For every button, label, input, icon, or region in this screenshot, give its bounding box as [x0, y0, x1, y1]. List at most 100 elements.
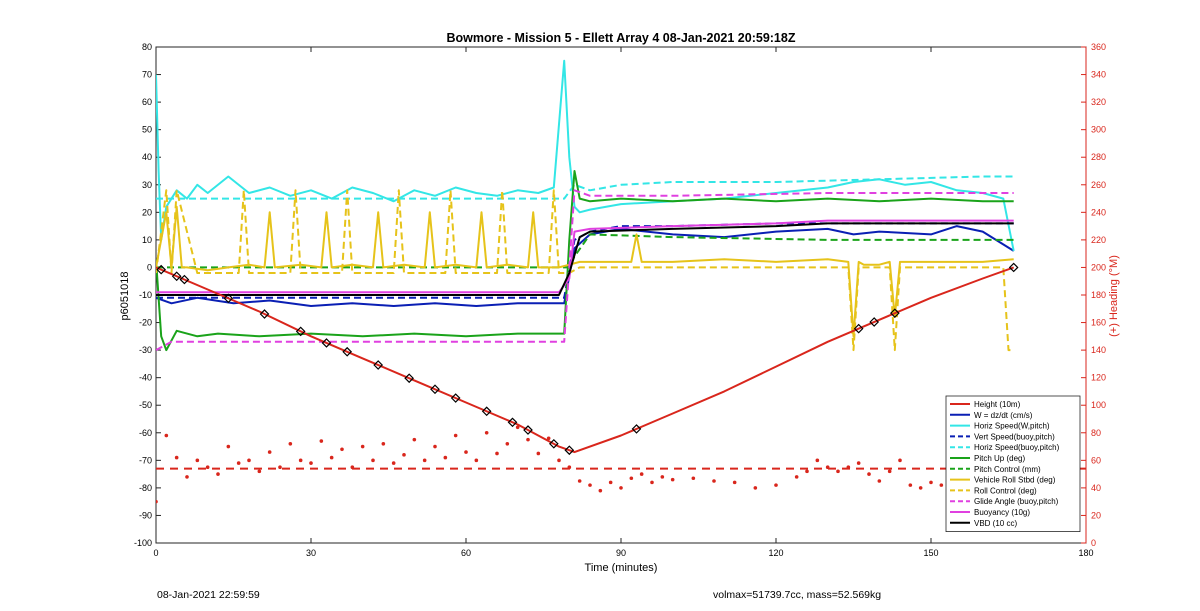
legend-label-horizbuoy: Horiz Speed(buoy,pitch)	[974, 443, 1060, 452]
height-marker	[548, 438, 559, 449]
height-marker	[523, 425, 533, 435]
y-right-tick-label: 160	[1091, 318, 1106, 328]
heading-point	[536, 451, 541, 456]
heading-point	[691, 476, 696, 481]
heading-point	[856, 461, 861, 465]
legend-label-vert: Vert Speed(buoy,pitch)	[974, 432, 1055, 441]
y-tick-label: 20	[142, 207, 152, 217]
heading-point	[546, 436, 551, 441]
heading-point	[247, 458, 251, 463]
heading-point	[453, 433, 458, 438]
height-marker	[481, 406, 492, 417]
y-right-tick-label: 320	[1091, 97, 1106, 107]
heading-point	[577, 479, 582, 483]
heading-point	[474, 458, 479, 463]
heading-point	[267, 450, 272, 454]
y-right-tick-label: 80	[1091, 428, 1101, 438]
height-marker	[430, 384, 440, 395]
heading-point	[867, 472, 871, 476]
heading-point	[639, 472, 644, 476]
x-tick-label: 120	[768, 548, 783, 558]
y-tick-label: -20	[139, 318, 152, 328]
series-line-horizbuoy	[156, 175, 1014, 200]
heading-point	[877, 479, 882, 483]
y-right-tick-label: 140	[1091, 345, 1106, 355]
y-tick-label: -30	[139, 345, 152, 355]
heading-point	[805, 469, 809, 474]
legend-label-vbd: VBD (10 cc)	[974, 519, 1017, 528]
heading-point	[753, 486, 758, 490]
height-marker	[853, 323, 864, 334]
heading-point	[588, 483, 592, 487]
y-tick-label: -100	[134, 538, 152, 548]
y-right-tick-label: 120	[1091, 373, 1106, 383]
y-tick-label: 80	[142, 42, 152, 52]
heading-point	[422, 458, 427, 463]
heading-point	[619, 486, 623, 490]
height-marker	[450, 393, 461, 403]
heading-point	[174, 455, 179, 460]
heading-point	[794, 475, 799, 479]
heading-point	[712, 479, 716, 483]
y-right-tick-label: 220	[1091, 235, 1106, 245]
heading-point	[164, 433, 169, 438]
y-tick-label: 0	[147, 262, 152, 272]
legend-label-buoy: Buoyancy (10g)	[974, 508, 1030, 517]
height-marker	[156, 264, 167, 275]
chart-title: Bowmore - Mission 5 - Ellett Array 4 08-…	[447, 31, 796, 45]
y-tick-label: -50	[139, 400, 152, 410]
y-right-tick-label: 200	[1091, 262, 1106, 272]
height-marker	[404, 373, 415, 384]
height-marker	[564, 445, 575, 456]
series-line-vbd	[156, 222, 1014, 296]
height-marker	[869, 317, 880, 327]
heading-point	[505, 442, 510, 446]
y-tick-label: -70	[139, 455, 152, 465]
height-marker	[889, 308, 900, 319]
y-tick-label: 40	[142, 152, 152, 162]
y-right-tick-label: 260	[1091, 180, 1106, 190]
heading-point	[567, 465, 572, 470]
height-marker	[507, 417, 518, 428]
plot-area: 0 30 60 90 120 150 180-100-90-80-70-60-50-40-3…	[134, 42, 1106, 558]
series-line-pitch	[156, 170, 1014, 352]
heading-point	[598, 488, 603, 493]
heading-point	[329, 455, 334, 460]
heading-point	[774, 483, 778, 487]
heading-point	[433, 444, 437, 449]
heading-point	[412, 437, 417, 442]
heading-point	[908, 483, 913, 487]
heading-point	[298, 458, 303, 463]
x-tick-label: 30	[306, 548, 316, 558]
y-right-tick-label: 100	[1091, 400, 1106, 410]
heading-point	[629, 476, 634, 481]
series-line-rollctl	[156, 189, 1014, 352]
y-right-tick-label: 300	[1091, 125, 1106, 135]
height-marker	[171, 271, 182, 282]
heading-point	[156, 499, 158, 504]
height-marker	[179, 274, 190, 285]
heading-point	[340, 447, 344, 452]
heading-point	[670, 477, 675, 482]
heading-point	[464, 450, 468, 454]
heading-point	[195, 458, 200, 463]
legend-label-pitchctl: Pitch Control (mm)	[974, 465, 1041, 474]
legend-label-rollctl: Roll Control (deg)	[974, 486, 1037, 495]
series-line-horiz	[156, 59, 1015, 252]
y-right-tick-label: 340	[1091, 70, 1106, 80]
y-tick-label: -60	[139, 428, 152, 438]
heading-point	[402, 453, 406, 457]
heading-point	[360, 444, 365, 449]
legend-label-glide: Glide Angle (buoy,pitch)	[974, 497, 1059, 506]
heading-point	[660, 475, 665, 479]
series-line-glide	[156, 189, 1014, 351]
heading-point	[515, 425, 520, 430]
heading-point	[918, 486, 923, 490]
heading-point	[846, 465, 851, 470]
y-axis-label: p6051018	[119, 272, 131, 321]
series-line-w	[156, 225, 1015, 307]
height-marker	[373, 360, 384, 370]
height-marker	[295, 326, 306, 337]
heading-point	[484, 430, 489, 435]
y-tick-label: -10	[139, 290, 152, 300]
